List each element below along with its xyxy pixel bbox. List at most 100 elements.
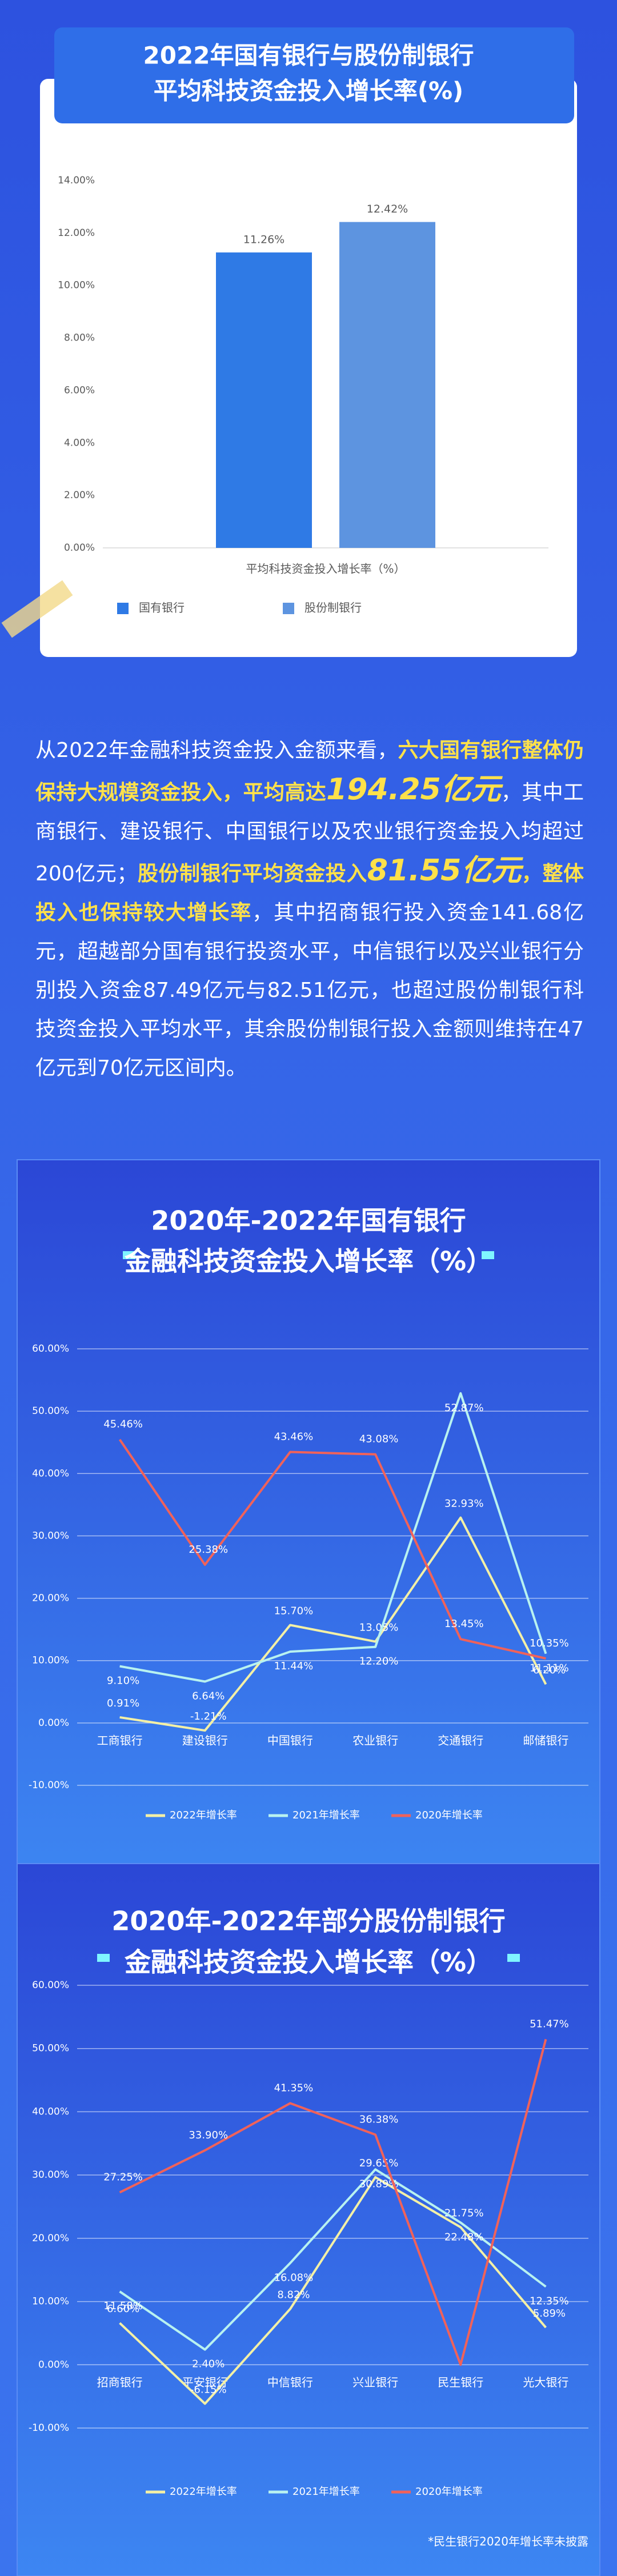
legend-label: 2020年增长率 [415,1809,483,1821]
y-tick-label: 10.00% [58,280,95,291]
footnote: *民生银行2020年增长率未披露 [428,2535,588,2549]
value-label: 0.91% [107,1697,139,1709]
y-tick-label: 30.00% [32,1530,69,1541]
y-tick-label: 12.00% [58,227,95,239]
value-label: 11.44% [274,1660,314,1672]
value-label: 43.08% [359,1433,399,1445]
value-label: 6.64% [192,1690,225,1702]
value-label: 52.87% [444,1402,484,1414]
title-banner [54,27,574,123]
value-label: 12.42% [367,203,408,215]
y-tick-label: 50.00% [32,1405,69,1417]
value-label: -1.21% [190,1710,227,1722]
x-tick-label: 中信银行 [267,2375,313,2389]
legend-swatch [283,603,294,614]
value-label: 30.89% [359,2178,399,2190]
legend-swatch [117,603,129,614]
y-tick-label: 30.00% [32,2169,69,2181]
value-label: 11.26% [243,233,285,246]
y-tick-label: 10.00% [32,2296,69,2307]
y-tick-label: 0.00% [38,1717,69,1729]
value-label: 36.38% [359,2114,399,2126]
article-text: ，整体投入也保持较大增长率 [35,862,584,924]
value-label: 6.60% [107,2303,139,2315]
x-tick-label: 光大银行 [523,2375,568,2389]
value-label: 32.93% [444,1497,484,1509]
value-label: 25.38% [189,1544,228,1556]
x-tick-label: 民生银行 [438,2375,483,2389]
x-tick-label: 招商银行 [97,2375,143,2389]
y-tick-label: 6.00% [64,384,95,396]
title-accent [97,1954,110,1962]
x-tick-label: 平均科技资金投入增长率（%） [246,562,405,576]
x-tick-label: 交通银行 [438,1733,483,1747]
y-tick-label: 40.00% [32,1468,69,1479]
y-tick-label: 60.00% [32,1980,69,1991]
article-text: 194.25亿元 [326,772,501,807]
legend-label: 2021年增长率 [293,1809,360,1821]
y-tick-label: 14.00% [58,175,95,186]
legend-label: 2021年增长率 [293,2486,360,2498]
value-label: 51.47% [530,2018,569,2030]
article-text: 股份制银行平均资金投入 [137,862,367,886]
series-line [119,2176,547,2405]
value-label: 13.05% [359,1621,399,1633]
value-label: 5.89% [533,2307,566,2319]
series-line [119,2168,547,2351]
chart-title: 金融科技资金投入增长率（%） [124,1246,492,1277]
y-tick-label: -10.00% [29,1780,69,1791]
title-accent [507,1954,520,1962]
value-label: 12.35% [530,2295,569,2307]
value-label: 15.70% [274,1605,314,1617]
x-tick-label: 兴业银行 [352,2375,398,2389]
x-tick-label: 邮储银行 [523,1733,568,1747]
value-label: -6.15% [190,2383,227,2395]
article-text: 六大国有银行整体仍保持大规模资金投入，平均高达 [35,739,584,804]
title-accent [482,1251,494,1259]
value-label: 43.46% [274,1431,314,1443]
y-tick-label: 2.00% [64,490,95,501]
article-text: ，其中招商银行投入资金141.68亿元，超越部分国有银行投资水平，中信银行以及兴… [35,901,584,1080]
y-tick-label: 4.00% [64,437,95,448]
legend-label: 股份制银行 [305,601,362,615]
value-label: 21.75% [444,2207,484,2219]
chart-title: 2020年-2022年部分股份制银行 [111,1906,505,1937]
chart-title: 金融科技资金投入增长率（%） [124,1947,492,1978]
x-tick-label: 农业银行 [352,1733,398,1747]
y-tick-label: 8.00% [64,332,95,344]
article-text: 从2022年金融科技资金投入金额来看， [35,739,398,762]
y-tick-label: -10.00% [29,2422,69,2434]
bar [216,252,312,548]
series-line [118,1439,546,1660]
value-label: 6.20% [533,1664,566,1676]
value-label: 10.35% [530,1637,569,1649]
bar [339,222,435,548]
article-text: ，其中工商银行、建设银行、中国银行以及农业银行资金投入均超过200亿元； [35,781,584,886]
y-tick-label: 60.00% [32,1343,69,1355]
value-label: 22.48% [444,2231,484,2243]
value-label: 8.82% [277,2289,310,2301]
value-label: 11.11% [530,1662,569,1674]
legend-label: 国有银行 [139,601,185,615]
series-line [119,1392,547,1683]
value-label: 11.58% [103,2300,143,2312]
x-tick-label: 工商银行 [97,1733,143,1747]
value-label: 16.08% [274,2271,314,2283]
chart-title: 2022年国有银行与股份制银行 [143,42,474,70]
panel [17,1863,600,2576]
value-label: 41.35% [274,2082,314,2094]
y-tick-label: 10.00% [32,1655,69,1666]
chart-title: 平均科技资金投入增长率(%) [154,77,463,105]
article: 从2022年金融科技资金投入金额来看，六大国有银行整体仍保持大规模资金投入，平均… [35,731,584,1088]
y-tick-label: 20.00% [32,1593,69,1604]
y-tick-label: 20.00% [32,2233,69,2244]
value-label: 29.65% [359,2157,399,2169]
chart-title: 2020年-2022年国有银行 [151,1205,466,1236]
y-tick-label: 0.00% [64,542,95,554]
value-label: 33.90% [189,2129,228,2141]
article-text: 81.55亿元 [367,854,522,888]
y-tick-label: 0.00% [38,2359,69,2370]
value-label: 2.40% [192,2358,225,2370]
